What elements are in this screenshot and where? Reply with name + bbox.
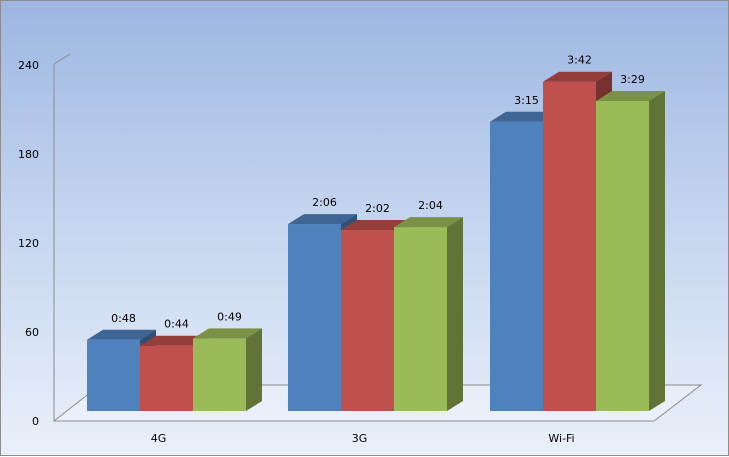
bar-top [543, 71, 612, 82]
y-tick-label: 240 [18, 59, 39, 72]
bar-top [341, 220, 410, 231]
bar-top [394, 217, 463, 228]
bar-top [596, 90, 665, 101]
bar-front [193, 338, 246, 411]
data-label: 3:42 [567, 54, 592, 67]
bar-front [490, 121, 543, 411]
x-axis: 4G 3G Wi-Fi [151, 432, 575, 445]
data-label: 2:04 [418, 199, 443, 212]
bar [596, 90, 665, 411]
x-category-label: Wi-Fi [548, 432, 574, 445]
bar-front [87, 339, 140, 411]
bar [394, 217, 463, 411]
data-label: 3:29 [620, 73, 645, 86]
bar-front [341, 230, 394, 411]
bar-side [447, 217, 463, 411]
data-label-group: 0:48 0:44 0:49 2:06 2:02 2:04 3:15 3:42 3:29 [111, 54, 645, 331]
data-label: 0:48 [111, 312, 136, 325]
bar-front [394, 227, 447, 411]
bar-top [288, 214, 357, 225]
y-tick-label: 120 [18, 237, 39, 250]
bar-front [596, 100, 649, 411]
y-tick-label: 60 [25, 326, 39, 339]
back-wall-top-edge [53, 53, 71, 65]
x-category-label: 3G [352, 432, 368, 445]
bar-top [87, 329, 156, 340]
bar-side [649, 90, 665, 411]
bar-side [246, 328, 262, 411]
data-label: 3:15 [514, 94, 539, 107]
data-label: 2:06 [312, 196, 337, 209]
bar [193, 328, 262, 411]
y-axis: 0 60 120 180 240 [18, 59, 39, 428]
y-tick-label: 180 [18, 148, 39, 161]
x-category-label: 4G [151, 432, 167, 445]
bar-top [490, 111, 559, 122]
data-label: 0:49 [217, 310, 242, 323]
bar-top [193, 328, 262, 339]
bar-group [87, 71, 665, 411]
bar-front [140, 345, 193, 411]
y-tick-label: 0 [32, 415, 39, 428]
bar-top [140, 335, 209, 346]
data-label: 0:44 [164, 318, 189, 331]
bar-front [543, 81, 596, 411]
bar-front [288, 224, 341, 411]
data-label: 2:02 [365, 202, 390, 215]
